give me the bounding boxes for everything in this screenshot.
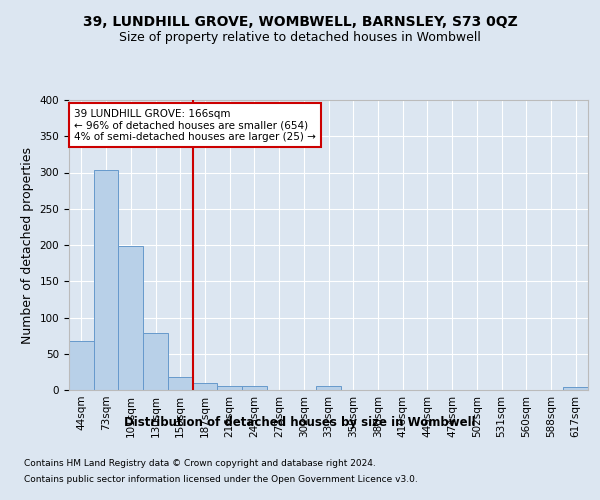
Text: 39 LUNDHILL GROVE: 166sqm
← 96% of detached houses are smaller (654)
4% of semi-: 39 LUNDHILL GROVE: 166sqm ← 96% of detac…: [74, 108, 316, 142]
Bar: [168, 377, 193, 390]
Text: Contains HM Land Registry data © Crown copyright and database right 2024.: Contains HM Land Registry data © Crown c…: [24, 460, 376, 468]
Bar: [118, 246, 143, 390]
Bar: [69, 340, 94, 390]
Bar: [94, 170, 118, 390]
Bar: [316, 386, 341, 390]
Text: Contains public sector information licensed under the Open Government Licence v3: Contains public sector information licen…: [24, 474, 418, 484]
Y-axis label: Number of detached properties: Number of detached properties: [21, 146, 34, 344]
Text: 39, LUNDHILL GROVE, WOMBWELL, BARNSLEY, S73 0QZ: 39, LUNDHILL GROVE, WOMBWELL, BARNSLEY, …: [83, 16, 517, 30]
Bar: [217, 386, 242, 390]
Bar: [193, 383, 217, 390]
Text: Size of property relative to detached houses in Wombwell: Size of property relative to detached ho…: [119, 31, 481, 44]
Bar: [563, 387, 588, 390]
Text: Distribution of detached houses by size in Wombwell: Distribution of detached houses by size …: [124, 416, 476, 429]
Bar: [242, 386, 267, 390]
Bar: [143, 334, 168, 390]
